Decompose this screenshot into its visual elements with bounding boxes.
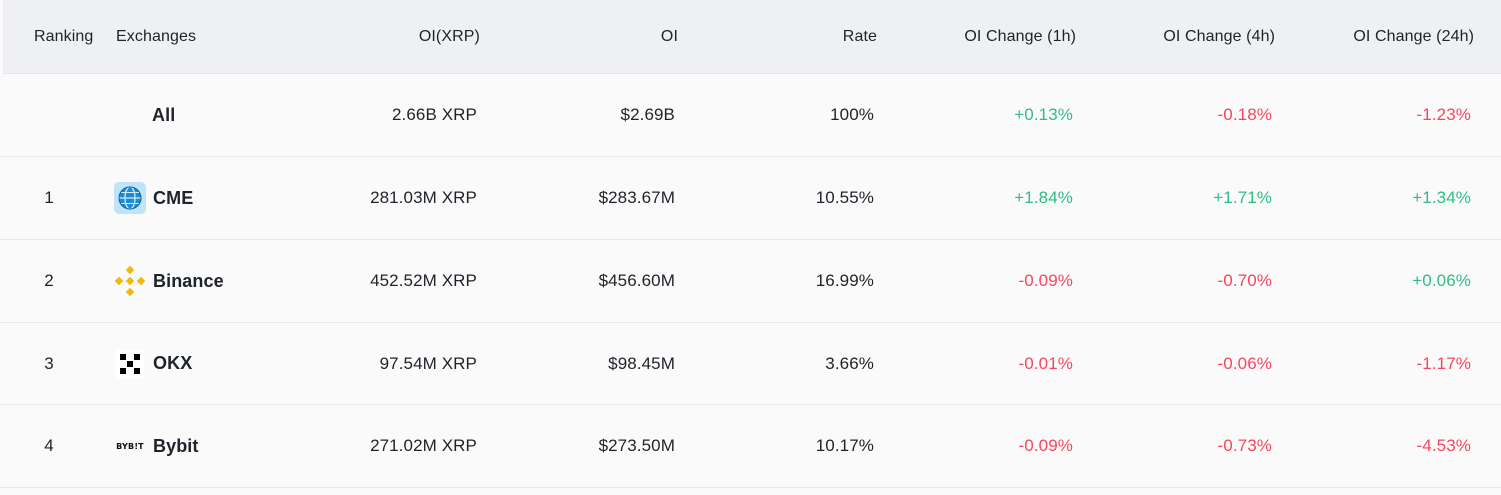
table-header: Ranking Exchanges OI(XRP) OI Rate OI Cha… xyxy=(3,0,1501,74)
exchange-cell: Binance xyxy=(113,240,313,322)
oi-value: $283.67M xyxy=(598,188,675,207)
rate-value: 100% xyxy=(830,105,874,124)
exchange-name[interactable]: CME xyxy=(153,187,194,208)
oi-change-4h-value: -0.73% xyxy=(1217,436,1272,455)
rate-value: 16.99% xyxy=(815,271,874,290)
binance-icon xyxy=(113,264,147,298)
oi-xrp-value: 452.52M XRP xyxy=(370,271,477,290)
row-rank: 2 xyxy=(44,271,54,290)
oi-value: $273.50M xyxy=(598,436,675,455)
cme-globe-icon xyxy=(113,181,147,215)
exchange-name[interactable]: Bybit xyxy=(153,435,199,456)
row-rank: 1 xyxy=(44,188,54,207)
oi-change-1h-value: -0.09% xyxy=(1018,271,1073,290)
row-rank xyxy=(0,74,98,156)
col-header-oi-change-1h[interactable]: OI Change (1h) xyxy=(964,27,1076,45)
col-header-oi-xrp[interactable]: OI(XRP) xyxy=(418,27,480,45)
exchange-name[interactable]: OKX xyxy=(153,353,193,373)
oi-change-4h-value: -0.70% xyxy=(1217,271,1272,290)
exchange-cell: CME xyxy=(113,157,313,239)
col-header-oi[interactable]: OI xyxy=(660,27,678,45)
oi-change-24h-value: +0.06% xyxy=(1412,271,1471,290)
col-header-ranking[interactable]: Ranking xyxy=(34,27,94,45)
table-row-binance[interactable]: 2 Binance 452.52M XRP $456.60M 16.99% -0… xyxy=(0,240,1501,323)
oi-change-1h-value: -0.09% xyxy=(1018,436,1073,455)
table-row-okx[interactable]: 3 OKX 97.54M XRP $98.45M 3.66% -0.01% xyxy=(0,323,1501,405)
oi-change-4h-value: -0.06% xyxy=(1217,353,1272,373)
oi-xrp-value: 281.03M XRP xyxy=(370,188,477,207)
oi-change-24h-value: -1.23% xyxy=(1416,105,1471,124)
oi-value: $456.60M xyxy=(598,271,675,290)
bybit-icon: BYB!T xyxy=(116,441,144,451)
col-header-exchanges[interactable]: Exchanges xyxy=(116,27,197,45)
oi-change-24h-value: +1.34% xyxy=(1412,188,1471,207)
col-header-oi-change-24h[interactable]: OI Change (24h) xyxy=(1353,27,1474,45)
oi-xrp-value: 2.66B XRP xyxy=(391,105,477,124)
oi-value: $2.69B xyxy=(620,105,675,124)
oi-change-24h-value: -4.53% xyxy=(1416,436,1471,455)
exchange-name[interactable]: All xyxy=(152,104,176,125)
table-row-cme[interactable]: 1 CME 281.03M XRP $283.67M 10.55% +1.84%… xyxy=(0,157,1501,240)
oi-change-1h-value: -0.01% xyxy=(1018,353,1073,373)
oi-change-4h-value: +1.71% xyxy=(1213,188,1272,207)
table-row-bybit[interactable]: 4 BYB!T Bybit 271.02M XRP $273.50M 10.17… xyxy=(0,405,1501,488)
oi-change-24h-value: -1.17% xyxy=(1416,353,1471,373)
oi-xrp-value: 97.54M XRP xyxy=(379,353,477,373)
oi-change-1h-value: +0.13% xyxy=(1014,105,1073,124)
oi-value: $98.45M xyxy=(608,353,675,373)
rate-value: 3.66% xyxy=(825,353,874,373)
col-header-oi-change-4h[interactable]: OI Change (4h) xyxy=(1163,27,1275,45)
exchange-cell: All xyxy=(113,74,313,156)
rate-value: 10.55% xyxy=(815,188,874,207)
table-row-all[interactable]: All 2.66B XRP $2.69B 100% +0.13% -0.18% … xyxy=(0,74,1501,157)
exchange-cell: OKX xyxy=(113,323,313,404)
col-header-rate[interactable]: Rate xyxy=(842,27,877,45)
oi-change-4h-value: -0.18% xyxy=(1217,105,1272,124)
oi-xrp-value: 271.02M XRP xyxy=(370,436,477,455)
exchange-cell: BYB!T Bybit xyxy=(113,405,313,487)
exchange-name[interactable]: Binance xyxy=(153,270,224,291)
okx-icon xyxy=(113,347,147,381)
rate-value: 10.17% xyxy=(815,436,874,455)
oi-change-1h-value: +1.84% xyxy=(1014,188,1073,207)
row-rank: 3 xyxy=(44,353,54,373)
row-rank: 4 xyxy=(44,436,54,455)
